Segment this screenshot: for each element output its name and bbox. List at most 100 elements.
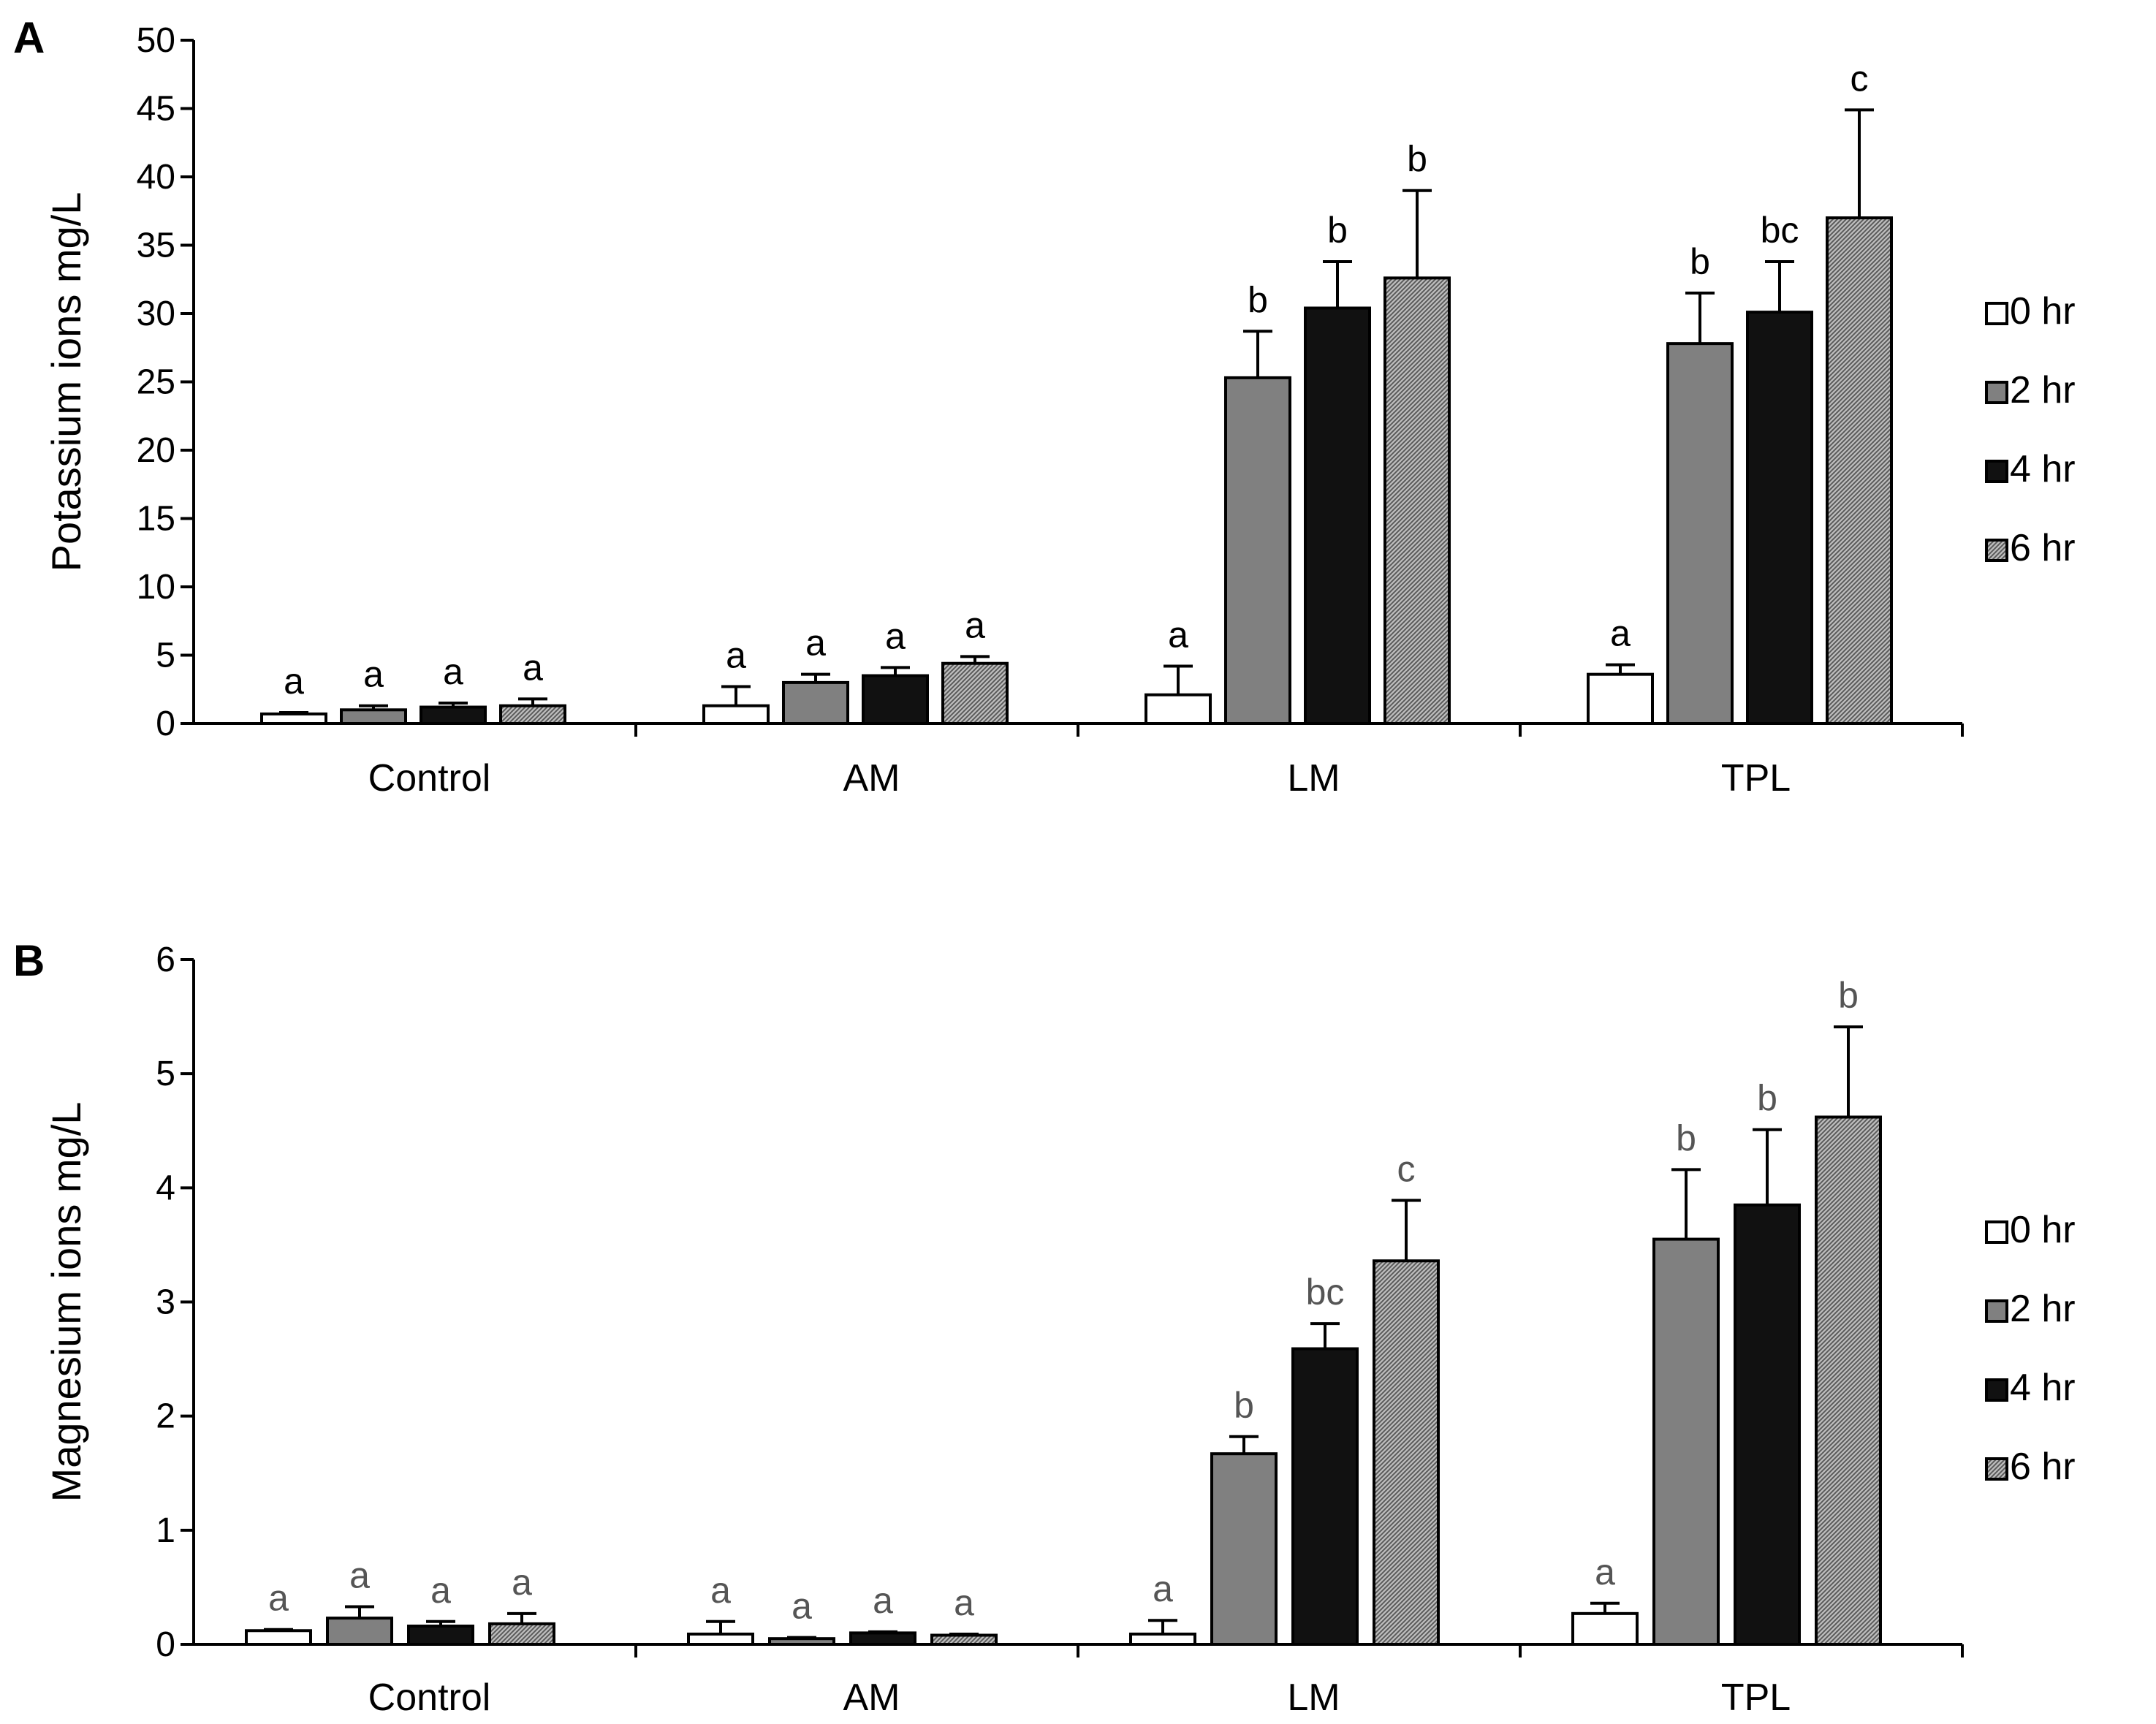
legend-label: 0 hr [2010,290,2076,333]
bar [1224,376,1291,725]
y-tick-label: 5 [156,1055,175,1093]
significance-letter: a [1595,1552,1615,1592]
x-tick-label: LM [1287,757,1340,800]
y-tick-label: 6 [156,941,175,979]
significance-letter: b [1407,139,1427,180]
panel-b-label: B [13,936,45,985]
significance-letter: b [1690,241,1710,282]
bar [488,1622,555,1646]
significance-letter: c [1851,58,1869,99]
significance-letter: b [1838,975,1859,1016]
y-tick-label: 25 [137,363,175,402]
legend-swatch [1985,381,2008,404]
legend-label: 2 hr [2010,369,2076,411]
bar [1145,693,1212,725]
bar [1666,342,1734,725]
significance-letter: a [805,623,826,664]
significance-letter: b [1234,1385,1254,1426]
bar [1652,1237,1720,1646]
bar [1815,1115,1882,1646]
significance-letter: a [430,1570,451,1611]
significance-letter: a [726,635,746,676]
y-tick-label: 40 [137,158,175,197]
significance-letter: a [954,1582,974,1623]
x-tick-label: TPL [1721,1676,1791,1719]
significance-letter: a [710,1570,731,1611]
significance-letter: b [1248,279,1268,320]
x-tick-label: TPL [1721,757,1791,800]
legend-label: 6 hr [2010,527,2076,569]
bar [1571,1611,1639,1646]
bar [1291,1347,1359,1646]
significance-letter: a [284,661,304,702]
bar [702,704,770,726]
significance-letter: a [792,1586,812,1627]
y-tick-label: 0 [156,1625,175,1664]
x-tick-label: AM [843,1676,900,1719]
bar [260,712,327,725]
significance-letter: bc [1761,210,1799,251]
legend-label: 0 hr [2010,1209,2076,1251]
legend-label: 2 hr [2010,1288,2076,1330]
significance-letter: a [512,1562,532,1603]
bar [862,674,929,725]
y-tick-label: 2 [156,1397,175,1436]
significance-letter: a [268,1578,289,1619]
significance-letter: a [523,647,543,688]
bar [1587,672,1654,725]
significance-letter: a [349,1554,370,1595]
legend-label: 4 hr [2010,1367,2076,1409]
bar [1129,1632,1196,1647]
y-tick-label: 1 [156,1511,175,1550]
bar [1746,311,1813,725]
x-tick-label: LM [1287,1676,1340,1719]
legend-swatch [1985,1378,2008,1402]
y-tick-label: 15 [137,500,175,539]
bar [340,708,407,725]
y-tick-label: 4 [156,1169,175,1207]
bar [930,1633,998,1646]
legend-swatch [1985,539,2008,562]
bar [420,705,487,725]
y-tick-label: 20 [137,431,175,470]
bar [407,1625,474,1647]
y-axis-title: Magnesium ions mg/L [43,1102,89,1503]
y-tick-label: 0 [156,705,175,743]
legend-swatch [1985,1299,2008,1323]
y-tick-label: 3 [156,1283,175,1322]
legend-swatch [1985,302,2008,325]
y-axis-title: Potassium ions mg/L [43,192,89,572]
legend-swatch [1985,1457,2008,1481]
significance-letter: a [1153,1568,1173,1609]
y-tick-label: 30 [137,295,175,333]
legend-swatch [1985,460,2008,483]
legend-label: 4 hr [2010,448,2076,490]
significance-letter: bc [1306,1272,1345,1313]
y-tick-label: 50 [137,21,175,60]
bar [782,680,849,726]
bar [1373,1259,1440,1646]
bar [245,1629,312,1647]
bar [941,661,1009,725]
significance-letter: a [1168,614,1188,655]
bar [1304,306,1371,725]
significance-letter: c [1397,1149,1416,1190]
significance-letter: a [885,615,906,656]
bar [1383,276,1451,725]
significance-letter: a [1610,613,1631,654]
x-tick-label: Control [368,1676,491,1719]
panel-b-chart: B 0 1 2 3 4 5 6 Magnesium ions mg/L a a a a Control a… [13,936,2076,1719]
y-tick-label: 35 [137,227,175,265]
significance-letter: a [965,604,985,645]
legend-label: 6 hr [2010,1446,2076,1488]
significance-letter: b [1327,210,1348,251]
y-tick-label: 45 [137,90,175,129]
bar [499,704,566,726]
bar [1826,216,1893,726]
y-tick-label: 10 [137,568,175,607]
panel-a-chart: A 0 5 10 15 20 25 30 35 40 45 50 Potassium ions mg/… [13,13,2076,800]
significance-letter: a [873,1580,893,1621]
legend-swatch [1985,1220,2008,1244]
significance-letter: b [1676,1117,1696,1158]
